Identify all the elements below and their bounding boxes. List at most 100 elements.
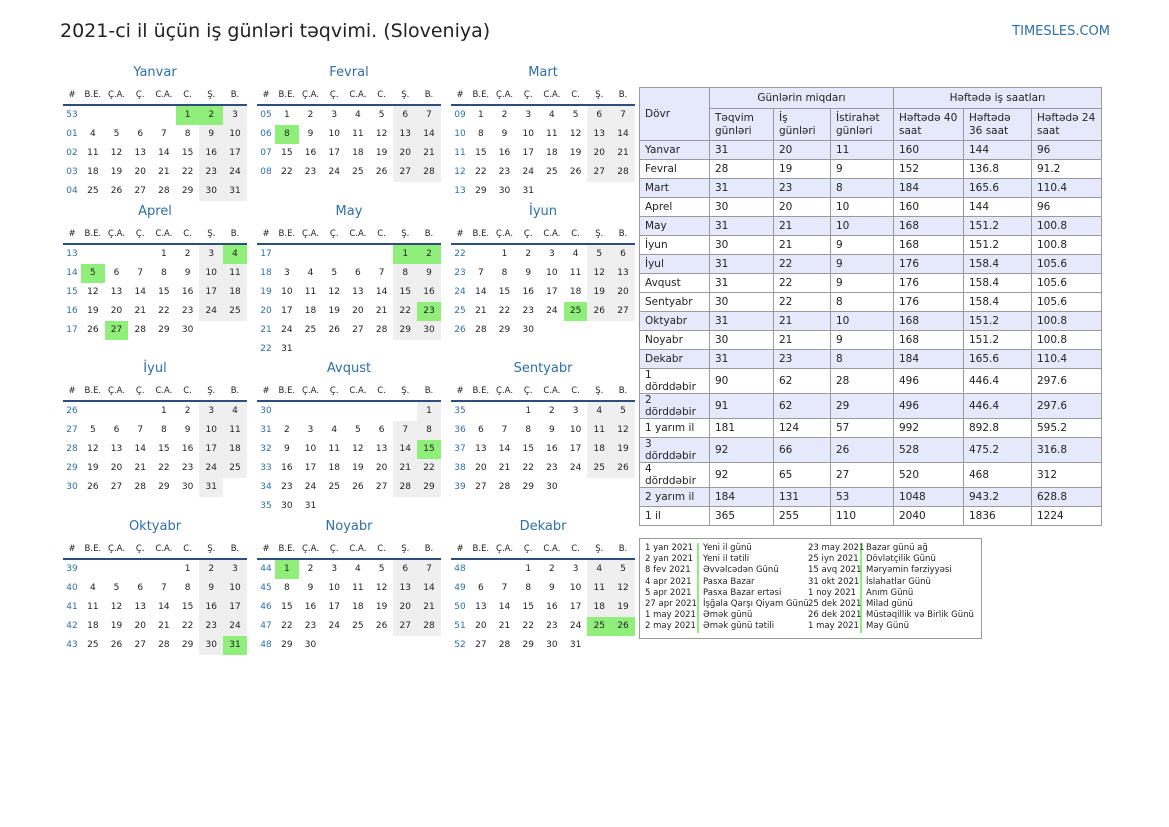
holiday-item: 23 may 2021 Bazar günü ağ [803,543,974,555]
day-cell: 1 [525,406,532,416]
day-cell: 5 [378,110,385,120]
day-cell: 23 [417,302,441,321]
day-cell: 24 [546,306,558,316]
value-cell: 9 [830,254,894,274]
value-cell: 168 [893,311,964,331]
value-cell: 10 [830,216,894,236]
day-cell: 19 [375,602,388,612]
weekday-label: B. [230,544,240,554]
weekday-label: B.E. [472,386,490,396]
day-cell: 7 [137,268,144,278]
day-cell: 27 [393,163,418,182]
table-row: 1 dörddəbir 90 62 28 496 446.4 297.6 [639,368,1102,394]
day-cell [564,478,588,497]
week-number: 15 [66,287,78,297]
week-row: 43 25 26 27 28 29 30 31 [63,636,247,655]
day-cell: 26 [611,617,635,636]
day-cell: 26 [110,186,123,196]
day-cell: 27 [134,186,146,196]
day-cell: 22 [393,302,418,321]
holiday-date: 23 may 2021 [803,543,864,555]
holiday-item: 25 dek 2021 Milad günü [803,598,974,611]
day-cell: 25 [352,621,364,631]
day-cell: 8 [184,129,191,139]
day-cell: 24 [199,302,224,321]
weekday-label: C. [377,544,386,554]
day-cell: 19 [375,148,388,158]
weekday-label: Ş. [595,544,604,554]
day-cell: 9 [199,125,224,144]
holiday-name: İşğala Qarşı Qiyam Günü [703,598,809,609]
week-row: 44 1 2 3 4 5 6 7 [257,560,441,579]
week-number: 26 [454,325,466,335]
day-cell: 11 [546,129,558,139]
value-cell: 91.2 [1031,159,1102,179]
day-cell: 23 [304,621,317,631]
value-cell: 28 [709,159,774,179]
day-cell: 16 [281,463,293,473]
value-cell: 20 [773,197,831,217]
day-cell: 10 [328,129,340,139]
day-cell: 22 [417,459,441,478]
value-cell: 92 [709,462,774,488]
day-cell: 29 [475,186,487,196]
weekday-label: B.E. [472,544,490,554]
weekday-header: # B.E. Ç.A. Ç. C.A. C. Ş. B. [257,225,441,245]
week-number: 36 [454,425,466,435]
month-calendar: Yanvar # B.E. Ç.A. Ç. C.A. C. Ş. B. 53 1 2 3 01 4 5 6 7 8 9… [63,64,247,201]
day-cell: 26 [587,302,612,321]
day-cell: 29 [281,640,293,650]
weekday-label: B. [618,386,628,396]
day-cell: 12 [569,129,582,139]
day-cell: 23 [546,463,558,473]
value-cell: 528 [893,437,964,463]
holiday-name: Dövlətçilik Günü [866,554,936,565]
week-row: 27 5 6 7 8 9 10 11 [63,421,247,440]
day-cell: 17 [199,440,224,459]
day-cell: 1 [283,110,290,120]
day-cell: 15 [417,440,441,459]
day-cell: 12 [375,583,388,593]
period-cell: 3 dörddəbir [639,437,710,463]
brand-link[interactable]: TIMESLES.COM [1012,24,1110,39]
value-cell: 168 [893,216,964,236]
day-cell: 15 [158,287,170,297]
day-cell: 11 [304,287,317,297]
value-cell: 29 [830,393,894,419]
day-cell: 22 [181,167,194,177]
day-cell: 30 [304,640,317,650]
day-cell: 26 [352,482,364,492]
week-row: 11 15 16 17 18 19 20 21 [451,144,635,163]
week-number: 09 [454,110,466,120]
period-cell: May [639,216,710,236]
week-number: 40 [66,583,78,593]
day-cell: 26 [87,482,99,492]
day-cell: 2 [549,564,555,574]
holiday-item: 8 fev 2021 Əvvəlcədən Günü [640,565,809,577]
holiday-date: 15 avq 2021 [803,565,862,577]
day-cell [469,245,493,264]
weekday-header: # B.E. Ç.A. Ç. C.A. C. Ş. B. [257,540,441,560]
day-cell: 29 [181,186,194,196]
weekday-label: B. [424,386,434,396]
value-cell: 184 [893,178,964,198]
day-cell: 12 [352,444,364,454]
week-row: 14 5 6 7 8 9 10 11 [63,264,247,283]
day-cell: 22 [181,621,194,631]
weekday-header: # B.E. Ç.A. Ç. C.A. C. Ş. B. [257,86,441,106]
value-cell: 446.4 [963,368,1032,394]
day-cell: 17 [569,602,582,612]
weekday-label: B. [424,229,434,239]
weekday-label: Ç. [523,386,533,396]
weekday-label: Ş. [207,229,216,239]
weekday-header: # B.E. Ç.A. Ç. C.A. C. Ş. B. [63,86,247,106]
day-cell [370,636,394,655]
weekday-label: Ç. [135,229,145,239]
holiday-item: 2 yan 2021 Yeni il tətili [640,554,809,566]
weekday-label: B. [424,90,434,100]
day-cell: 31 [223,636,247,655]
day-cell: 24 [281,325,293,335]
day-cell: 7 [501,425,508,435]
day-cell: 4 [89,129,96,139]
value-cell: 595.2 [1031,418,1102,438]
